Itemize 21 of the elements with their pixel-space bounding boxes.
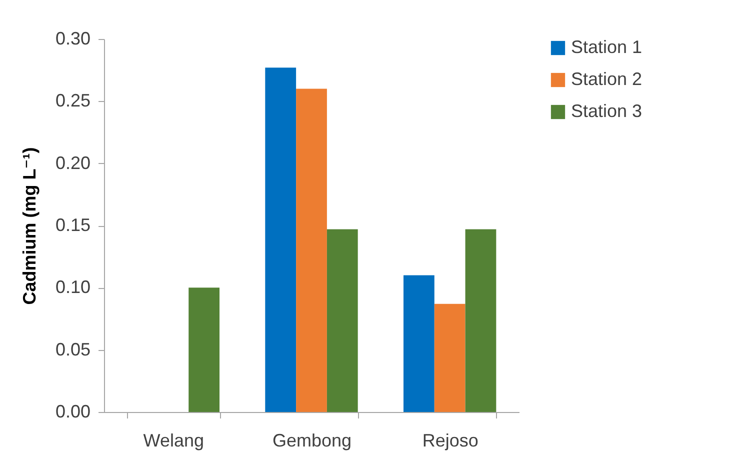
y-axis-title: Cadmium (mg L⁻¹) — [19, 147, 40, 305]
y-tick-label: 0.20 — [55, 152, 90, 173]
legend-label: Station 2 — [571, 69, 642, 89]
legend-label: Station 3 — [571, 101, 642, 121]
x-tick-label: Rejoso — [422, 430, 478, 450]
bar — [465, 229, 496, 412]
y-tick-label: 0.25 — [55, 90, 90, 111]
bar — [403, 275, 434, 412]
y-tick-label: 0.10 — [55, 277, 90, 298]
legend-label: Station 1 — [571, 37, 642, 57]
bar — [296, 88, 327, 412]
y-tick-label: 0.00 — [55, 402, 90, 422]
bar — [434, 304, 466, 412]
bar — [188, 288, 220, 412]
y-tick-label: 0.30 — [55, 28, 90, 48]
y-tick-label: 0.15 — [55, 215, 90, 235]
bar — [326, 229, 358, 412]
x-tick-label: Gembong — [272, 430, 352, 450]
y-tick-label: 0.05 — [55, 339, 90, 360]
bar — [265, 68, 296, 412]
x-tick-label: Welang — [143, 430, 204, 450]
